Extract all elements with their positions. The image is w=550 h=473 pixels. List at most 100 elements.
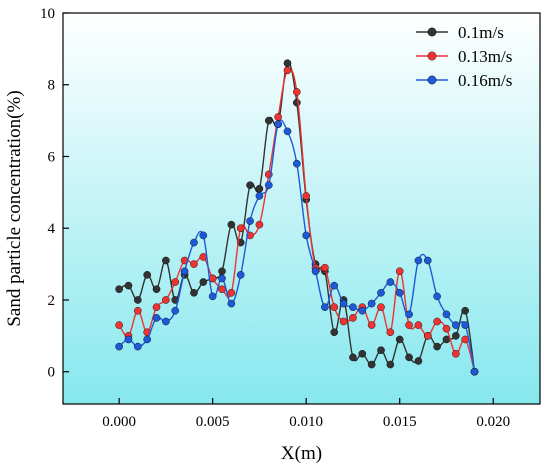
series-line (118, 67, 476, 372)
data-point (395, 267, 404, 276)
data-point (442, 310, 451, 319)
data-point (367, 321, 376, 329)
data-point (218, 285, 226, 294)
x-tick-label: 0.005 (196, 414, 230, 430)
legend-label: 0.13m/s (458, 47, 512, 66)
data-point (330, 303, 339, 311)
data-point (405, 310, 413, 319)
legend-label: 0.1m/s (458, 23, 504, 42)
data-point (423, 256, 432, 265)
data-point (227, 288, 236, 297)
data-point (171, 306, 180, 315)
data-point (452, 349, 460, 358)
legend-item: 0.13m/s (416, 47, 512, 66)
data-point (461, 306, 469, 315)
data-point (377, 303, 385, 311)
data-point (302, 231, 310, 240)
y-tick-label: 2 (48, 293, 56, 309)
data-point (115, 285, 123, 294)
series-1 (115, 66, 479, 376)
data-point (134, 296, 142, 304)
y-tick-label: 4 (48, 221, 56, 237)
data-point (124, 335, 133, 344)
data-point (152, 303, 161, 311)
data-point (134, 342, 142, 351)
data-point (246, 217, 254, 225)
data-point (395, 335, 404, 344)
data-point (414, 357, 423, 365)
legend-item: 0.16m/s (416, 71, 512, 90)
legend-label: 0.16m/s (458, 71, 512, 90)
data-point (115, 342, 123, 351)
data-point (358, 306, 367, 315)
data-point (433, 292, 441, 301)
data-point (190, 238, 198, 247)
data-point (152, 314, 161, 322)
y-tick-label: 6 (48, 149, 56, 165)
data-point (321, 263, 329, 272)
data-point (405, 353, 413, 362)
data-point (423, 332, 432, 340)
x-tick-label: 0.000 (102, 414, 136, 430)
data-point (395, 288, 404, 297)
data-point (339, 299, 348, 308)
y-tick-label: 10 (40, 6, 55, 22)
data-point (236, 271, 245, 279)
data-point (311, 267, 320, 276)
data-point (255, 184, 264, 193)
data-point (330, 328, 339, 337)
x-tick-label: 0.020 (476, 414, 510, 430)
data-point (199, 278, 208, 286)
x-axis-title: X(m) (281, 443, 322, 464)
data-point (321, 303, 329, 311)
data-point (452, 321, 460, 329)
y-tick-label: 0 (48, 365, 56, 381)
x-tick-label: 0.010 (289, 414, 323, 430)
data-point (274, 120, 282, 129)
data-point (227, 220, 236, 229)
data-point (461, 321, 469, 329)
data-point (143, 335, 151, 344)
data-point (367, 299, 376, 308)
x-tick-label: 0.015 (383, 414, 417, 430)
data-point (339, 317, 348, 326)
data-point (386, 328, 395, 337)
data-point (124, 281, 133, 290)
data-point (218, 267, 226, 276)
data-point (293, 159, 301, 168)
data-point (405, 321, 413, 329)
data-point (283, 59, 292, 68)
data-point (283, 66, 292, 75)
data-point (349, 314, 357, 322)
plot-background (63, 13, 540, 404)
data-point (293, 88, 301, 96)
y-tick-label: 8 (48, 78, 56, 94)
data-point (349, 353, 357, 362)
data-point (386, 278, 395, 286)
data-point (433, 317, 441, 326)
data-point (246, 181, 254, 189)
data-point (377, 346, 385, 354)
data-point (180, 267, 189, 276)
data-point (227, 299, 236, 308)
data-point (283, 127, 292, 136)
data-point (264, 181, 273, 189)
data-point (171, 278, 180, 286)
data-point (255, 192, 264, 200)
data-point (264, 116, 273, 125)
data-point (199, 231, 208, 240)
legend-marker (427, 27, 437, 37)
data-point (115, 321, 123, 329)
legend-marker (427, 75, 437, 85)
data-point (152, 285, 161, 294)
axes-layer: 0.000 0.005 0.010 0.015 0.020 0 2 4 6 8 10 (40, 6, 510, 430)
data-point (377, 288, 385, 297)
data-point (255, 220, 264, 229)
data-point (236, 224, 245, 233)
plot-frame (62, 12, 541, 405)
data-point (442, 324, 451, 333)
data-point (190, 260, 198, 268)
data-point (414, 256, 423, 265)
data-point (162, 256, 170, 265)
